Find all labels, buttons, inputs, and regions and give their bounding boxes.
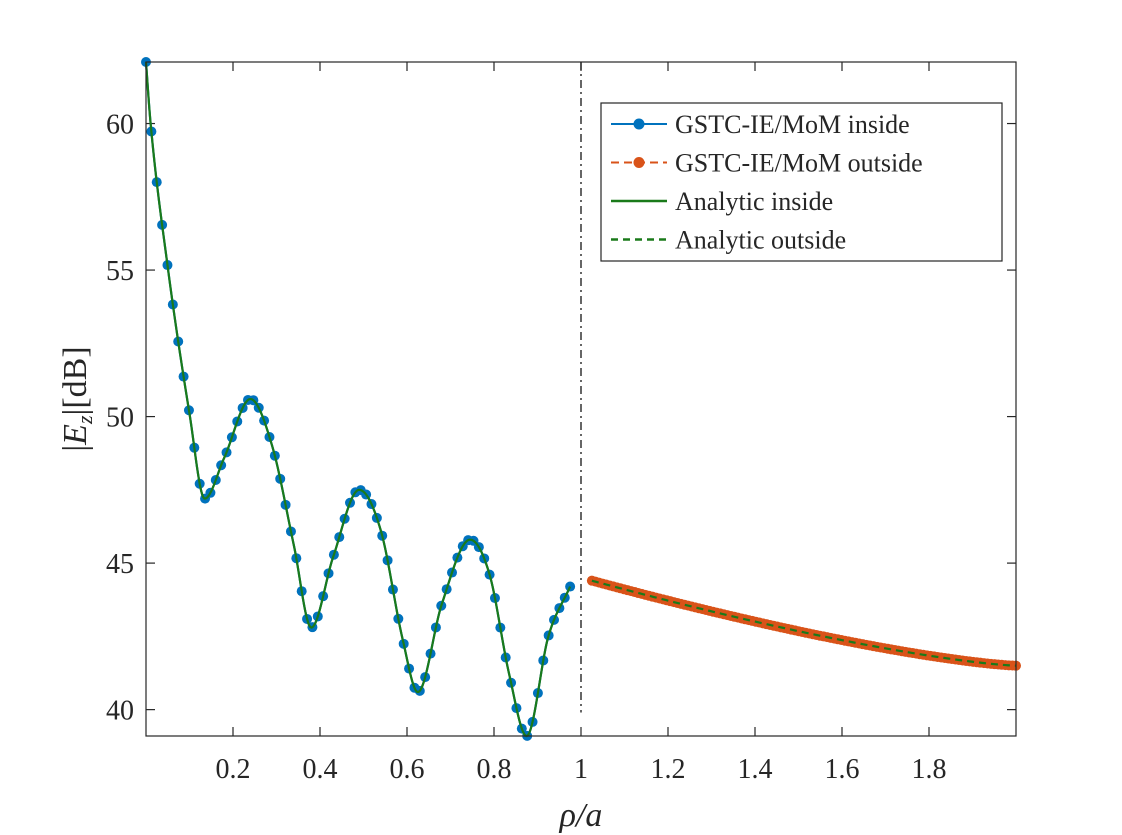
x-tick-label: 0.8 (477, 754, 512, 785)
legend: GSTC-IE/MoM inside GSTC-IE/MoM outside Ana… (600, 102, 1003, 262)
legend-label: GSTC-IE/MoM inside (675, 110, 910, 139)
y-axis-label-unit: [dB] (57, 346, 94, 408)
y-axis-label: |Ez|[dB] (57, 346, 97, 451)
y-axis-label-var: E (57, 424, 94, 446)
legend-box (600, 102, 1003, 262)
x-tick-label: 0.2 (216, 754, 251, 785)
y-tick-label: 55 (106, 256, 134, 287)
y-axis-label-bar-right: | (57, 409, 94, 416)
axis-labels: ρ/a|Ez|[dB] (57, 346, 602, 834)
legend-label: Analytic outside (675, 226, 846, 255)
legend-entry-analytic-inside: Analytic inside (611, 187, 833, 216)
x-tick-label: 1.2 (651, 754, 686, 785)
legend-marker (633, 118, 645, 130)
x-tick-label: 0.6 (390, 754, 425, 785)
y-tick-label: 50 (106, 403, 134, 434)
legend-entry-mom-outside: GSTC-IE/MoM outside (611, 149, 923, 178)
series-line-analytic-inside (144, 61, 572, 738)
series-layer (141, 57, 1021, 741)
x-tick-label: 1.6 (825, 754, 860, 785)
legend-label: Analytic inside (675, 187, 833, 216)
x-axis-label: ρ/a (559, 797, 603, 834)
y-tick-label: 60 (106, 110, 134, 141)
x-tick-label: 1 (574, 754, 588, 785)
series-line-analytic-outside (591, 579, 1017, 667)
y-tick-label: 45 (106, 549, 134, 580)
axis-ticks: 0.2 0.4 0.6 0.8 1 1.2 1.4 1.6 1.8 40 45 50 55 60 (106, 62, 1016, 785)
y-tick-label: 40 (106, 696, 134, 727)
x-tick-label: 1.4 (738, 754, 773, 785)
axes-frame (145, 61, 1017, 737)
legend-marker (633, 157, 645, 168)
y-axis-label-sub: z (72, 415, 97, 425)
legend-entry-analytic-outside: Analytic outside (611, 226, 846, 255)
legend-label: GSTC-IE/MoM outside (675, 149, 923, 178)
legend-entry-mom-inside: GSTC-IE/MoM inside (611, 110, 910, 139)
y-axis-label-bar-left: | (57, 445, 94, 452)
x-tick-label: 0.4 (303, 754, 338, 785)
x-tick-label: 1.8 (912, 754, 947, 785)
